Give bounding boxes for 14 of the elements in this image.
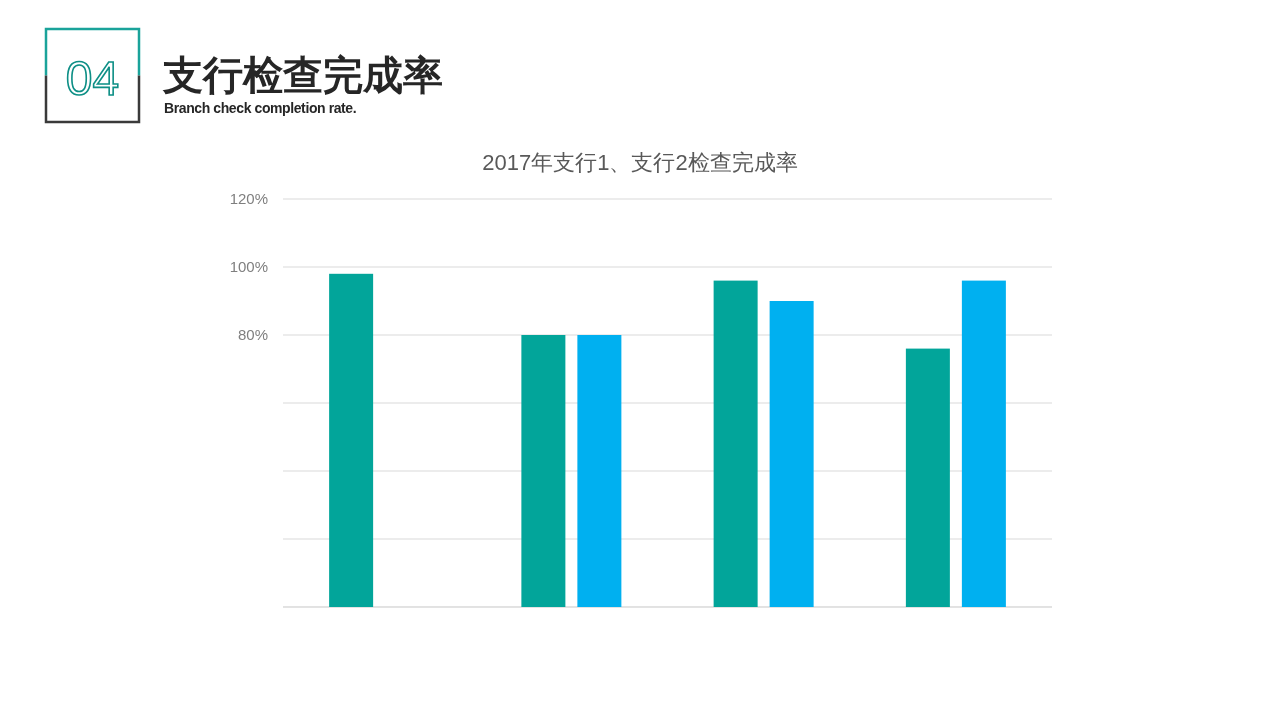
y-tick-label: 80% [237,326,268,343]
bar [713,280,758,607]
bar [577,335,622,607]
y-tick-label: 100% [229,258,268,275]
bar [961,280,1006,607]
text: Branch check completion rate. [164,100,357,116]
text: 支行检查完成率 [162,52,443,98]
bar [329,273,374,607]
text: 04 [65,52,120,105]
bar [905,348,950,607]
chart-title: 2017年支行1、支行2检查完成率 [482,150,798,175]
bar [769,301,814,607]
bar [521,335,566,607]
y-tick-label: 120% [229,190,268,207]
